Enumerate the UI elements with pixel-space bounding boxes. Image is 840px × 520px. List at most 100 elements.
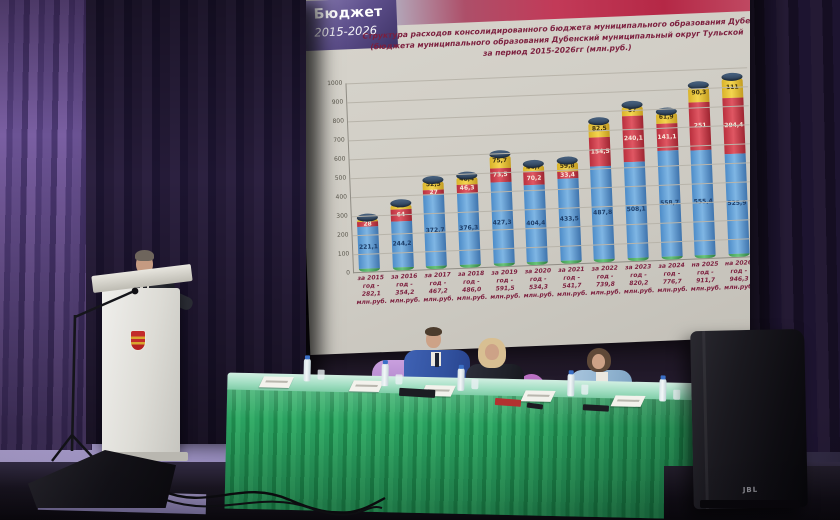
y-axis-tick: 0 <box>346 269 351 277</box>
segment-green-bottom <box>493 262 515 267</box>
segment-value: 427,3 <box>492 218 512 227</box>
segment-value: 46,3 <box>459 184 475 193</box>
segment-value: 141,1 <box>657 132 677 141</box>
y-axis-tick: 300 <box>336 212 348 220</box>
segment-green-bottom <box>358 268 381 273</box>
y-axis-tick: 200 <box>336 231 349 239</box>
segment-blue: 487,8 <box>590 166 616 260</box>
tie <box>435 353 439 367</box>
segment-blue: 433,5 <box>557 177 582 262</box>
budget-slide: Бюджет 2015-2026 Структура расходов конс… <box>296 0 768 355</box>
segment-value: 90,3 <box>691 89 707 97</box>
budget-bar-chart: 221,128244,26431372,72752,5376,346,348,4… <box>327 67 755 306</box>
segment-blue: 427,3 <box>490 181 515 264</box>
jbl-logo: JBL <box>742 485 759 495</box>
speaker-tie <box>143 278 147 297</box>
bar-2021: 433,5 33,4 59,8 <box>556 156 582 264</box>
segment-green-bottom <box>459 264 481 268</box>
hair <box>425 327 442 336</box>
bar-2025: 555,425190,3 <box>687 80 716 259</box>
segment-red: 73,5 <box>489 167 512 183</box>
podium-base <box>104 452 188 461</box>
x-axis-label: за 2019 год -591,5 млн.руб. <box>490 268 521 302</box>
speaker-feet <box>700 500 800 508</box>
y-axis-tick: 600 <box>333 155 346 163</box>
drinking-glass <box>581 384 589 395</box>
segment-value: 508,1 <box>626 205 646 214</box>
segment-blue: 221,1 <box>357 226 380 270</box>
segment-green-bottom <box>560 260 582 264</box>
projection-screen: Бюджет 2015-2026 Структура расходов конс… <box>296 0 768 356</box>
face <box>485 344 499 360</box>
drinking-glass <box>317 369 325 380</box>
segment-value: 404,4 <box>526 219 546 228</box>
water-bottle <box>457 367 465 391</box>
podium <box>102 288 180 454</box>
segment-red: 240,1 <box>622 115 645 162</box>
pa-speaker: JBL <box>690 328 808 510</box>
segment-green-bottom <box>627 257 649 262</box>
x-axis-label: за 2021 год -541,7 млн.руб. <box>556 265 588 299</box>
slide-badge-title: Бюджет <box>313 3 383 23</box>
segment-red: 70,2 <box>523 171 545 186</box>
bar-2020: 404,470,244,7 <box>522 159 549 266</box>
segment-green-bottom <box>694 254 716 259</box>
segment-value: 240,1 <box>623 134 644 143</box>
x-axis-label: за 2016 год -354,2 млн.руб. <box>389 272 421 306</box>
segment-blue: 404,4 <box>523 184 548 263</box>
y-axis-tick: 400 <box>335 193 348 201</box>
segment-blue: 376,3 <box>456 192 481 266</box>
face <box>592 354 605 369</box>
nameplate <box>258 376 294 388</box>
segment-blue: 244,2 <box>390 220 414 268</box>
segment-value: 433,5 <box>559 215 579 223</box>
microphone-stand <box>51 287 139 464</box>
x-axis-label: за 2022 год -739,8 млн.руб. <box>590 264 622 298</box>
segment-green-bottom <box>661 256 683 260</box>
drinking-glass <box>673 389 681 400</box>
x-axis-label: за 2023 год -820,2 млн.руб. <box>623 263 655 296</box>
nameplate <box>610 395 646 407</box>
y-axis-tick: 100 <box>337 250 350 258</box>
segment-value: 221,1 <box>358 243 379 252</box>
segment-value: 61,9 <box>658 113 674 122</box>
bar-2015: 221,1 28 <box>356 213 381 273</box>
segment-green-bottom <box>392 266 414 271</box>
water-bottle <box>303 358 311 382</box>
water-bottle <box>567 373 575 397</box>
segment-value: 75,7 <box>492 156 508 165</box>
segment-value: 244,2 <box>392 239 412 248</box>
y-axis-tick: 900 <box>331 98 344 106</box>
segment-green-bottom <box>728 253 750 258</box>
x-axis-label: за 2020 год -534,3 млн.руб. <box>523 267 555 300</box>
x-axis-label: на 2025 год -911,7 млн.руб. <box>690 260 722 294</box>
segment-green-bottom <box>594 258 616 263</box>
nameplate <box>348 380 384 392</box>
coat-of-arms-icon <box>130 330 146 351</box>
y-axis-tick: 1000 <box>327 79 343 88</box>
segment-green-bottom <box>426 265 448 270</box>
bar-2018: 376,3 46,3 48,4 <box>455 170 481 268</box>
y-axis-tick: 800 <box>332 117 345 125</box>
y-axis-tick: 500 <box>334 174 347 182</box>
x-axis-label: за 2015 год -282,1 млн.руб. <box>356 274 388 307</box>
bar-2022: 487,8 154,5 82,5 <box>588 117 616 263</box>
left-purple-curtain <box>0 0 92 450</box>
audio-cables <box>159 488 386 516</box>
bar-2016: 244,26431 <box>389 198 414 271</box>
x-axis-label: за 2024 год -776,7 млн.руб. <box>657 261 688 295</box>
segment-red: 154,5 <box>589 136 612 168</box>
segment-green-bottom <box>526 261 549 266</box>
drinking-glass <box>471 379 479 390</box>
x-axis-label: за 2017 год -467,2 млн.руб. <box>423 271 454 304</box>
speaker-hair <box>135 250 154 261</box>
y-axis-tick: 700 <box>333 136 345 144</box>
segment-value: 487,8 <box>593 208 613 217</box>
water-bottle <box>659 378 667 402</box>
nameplate <box>520 390 556 402</box>
water-bottle <box>381 363 389 387</box>
bar-2026: 525,9294,4111 <box>721 72 750 258</box>
x-axis-label: за 2018 год -486,0 млн.руб. <box>456 270 488 303</box>
microphone-icon <box>131 287 139 295</box>
